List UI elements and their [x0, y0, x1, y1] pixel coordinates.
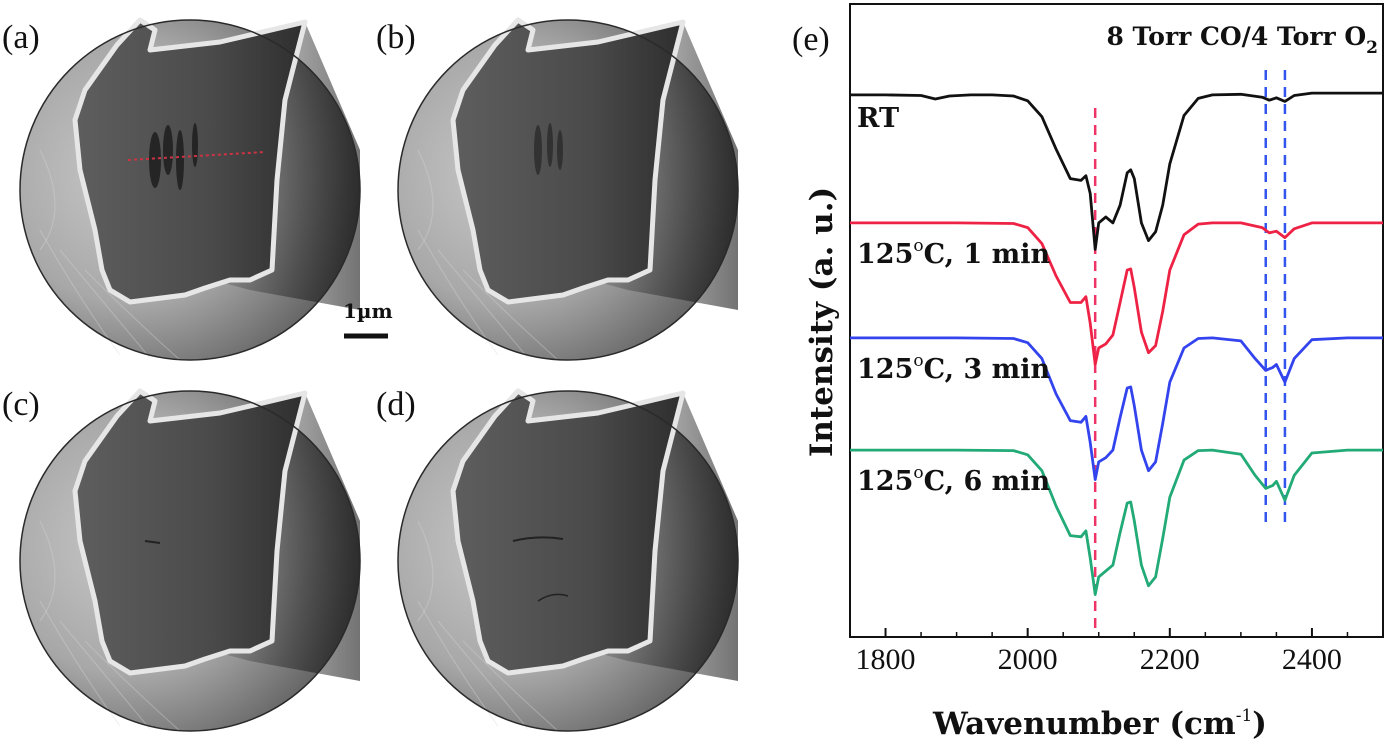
curve-label-2-post: C, 3 min: [924, 354, 1051, 385]
x-axis-title-sup: -1: [1236, 706, 1253, 726]
scale-bar: 1µm: [343, 299, 393, 339]
x-tick-label-2400: 2400: [1282, 643, 1342, 676]
series-line-1: [850, 221, 1383, 366]
dark-streaks-a: [149, 123, 198, 190]
panel-label-a: (a): [2, 19, 40, 56]
x-tick-label-2000: 2000: [998, 643, 1058, 676]
curve-label-1-sup: o: [913, 236, 923, 256]
curve-label-2: 125oC, 3 min: [857, 351, 1050, 385]
curve-label-3-post: C, 6 min: [924, 466, 1051, 497]
curve-label-3-sup: o: [913, 463, 923, 483]
dark-streaks-b: [534, 123, 563, 175]
chart-title-sub: 2: [1366, 38, 1378, 58]
curve-label-1-pre: 125: [857, 239, 913, 270]
microscopy-disc-d: [398, 391, 738, 731]
x-ticks: 1800 2000 2200 2400: [849, 628, 1384, 676]
series-line-3: [850, 448, 1383, 596]
line-profile-marker: [127, 151, 266, 161]
chart-title: 8 Torr CO/4 Torr O2: [1106, 22, 1378, 58]
x-axis-title: Wavenumber (cm-1): [932, 706, 1267, 742]
x-tick-label-1800: 1800: [856, 643, 916, 676]
curve-label-2-sup: o: [913, 351, 923, 371]
curve-label-0: RT: [857, 103, 899, 134]
microscopy-disc-a: [20, 20, 360, 360]
series-line-0: [850, 91, 1383, 251]
x-axis-title-end: ): [1252, 706, 1267, 742]
x-tick-label-2200: 2200: [1140, 643, 1200, 676]
curve-label-3: 125oC, 6 min: [857, 463, 1050, 497]
curve-label-0-pre: RT: [857, 103, 899, 134]
curve-label-1-post: C, 1 min: [924, 239, 1051, 270]
series-line-2: [850, 336, 1383, 481]
x-axis-title-main: Wavenumber (cm: [932, 706, 1236, 742]
plot-frame: [849, 3, 1384, 638]
panel-label-d: (d): [376, 386, 416, 423]
curve-label-3-pre: 125: [857, 466, 913, 497]
y-axis-title: Intensity (a. u.): [804, 187, 840, 457]
microscopy-disc-b: [398, 20, 738, 360]
chart-title-main: 8 Torr CO/4 Torr O: [1106, 22, 1366, 51]
panel-label-e: (e): [792, 21, 830, 58]
panel-label-b: (b): [376, 19, 416, 56]
curve-label-2-pre: 125: [857, 354, 913, 385]
microscopy-disc-c: [20, 391, 360, 731]
scale-bar-label: 1µm: [343, 299, 393, 323]
panel-label-c: (c): [2, 386, 40, 423]
marker-lines: [1093, 70, 1287, 631]
curve-label-1: 125oC, 1 min: [857, 236, 1050, 270]
series-layer: [850, 91, 1383, 596]
